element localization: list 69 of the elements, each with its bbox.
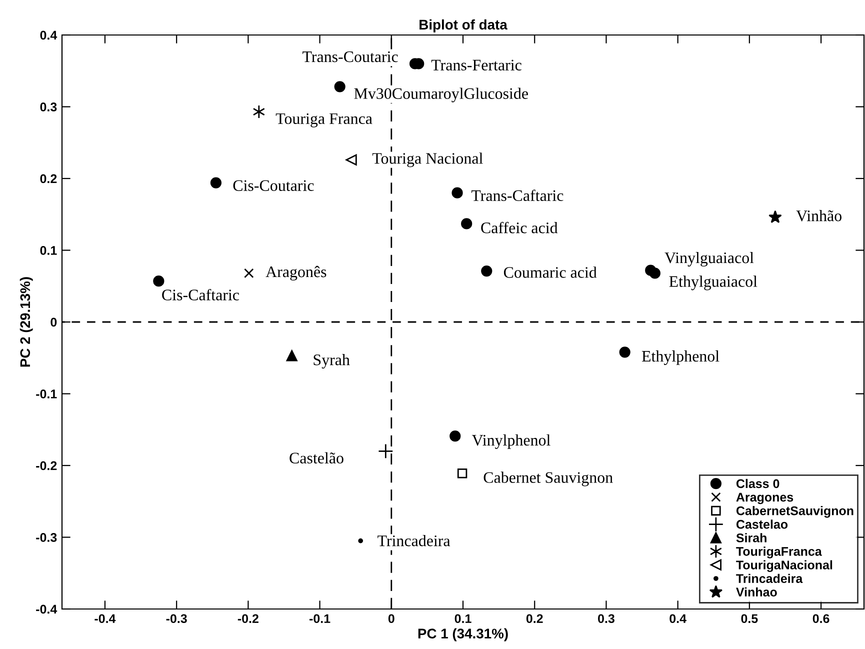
legend-label: Aragones — [736, 492, 794, 504]
chart-title: Biplot of data — [420, 19, 508, 32]
point — [619, 346, 630, 358]
annotation: Aragonês — [266, 266, 326, 280]
annotation: Ethylguaiacol — [669, 276, 758, 290]
point — [768, 210, 782, 223]
annotation: Cis-Caftaric — [162, 288, 240, 300]
y-tick-label: 0.4 — [40, 30, 58, 40]
x-tick-label: 0.1 — [454, 614, 472, 624]
point — [244, 268, 254, 278]
x-tick-label: -0.4 — [94, 614, 116, 624]
point — [481, 266, 492, 277]
annotation: Trans-Coutaric — [302, 51, 398, 62]
annotation: Syrah — [314, 354, 350, 369]
point — [210, 177, 222, 188]
point — [457, 468, 468, 478]
point — [461, 218, 472, 230]
annotation: Touriga Nacional — [372, 152, 483, 168]
annotation: Trincadeira — [378, 534, 450, 546]
annotation: Caffeic acid — [481, 222, 558, 234]
annotation: Touriga Franca — [276, 113, 372, 128]
x-tick-label: 0.3 — [598, 614, 614, 624]
point — [346, 154, 357, 166]
annotation: Trans-Caftaric — [471, 190, 564, 202]
legend-label: Castelao — [736, 520, 788, 529]
x-tick-label: -0.3 — [166, 614, 187, 624]
x-tick-label: 0.6 — [812, 614, 830, 624]
point — [450, 430, 461, 442]
annotation: Cabernet Sauvignon — [484, 472, 613, 486]
point — [452, 187, 463, 198]
legend-label: Sirah — [736, 533, 766, 542]
point — [286, 350, 298, 362]
y-axis-title: PC 2 (29.13%) — [20, 277, 33, 367]
y-tick-label: 0.1 — [40, 246, 57, 255]
legend-label: TourigaNacional — [736, 560, 832, 572]
annotation: Trans-Fertaric — [431, 60, 522, 70]
point — [153, 276, 164, 287]
annotation: Coumaric acid — [504, 266, 597, 278]
y-tick-label: 0.3 — [40, 102, 57, 112]
x-tick-label: 0 — [388, 614, 394, 624]
annotation: Cis-Coutaric — [233, 180, 314, 191]
legend-label: CabernetSauvignon — [736, 506, 854, 518]
x-tick-label: 0.5 — [741, 614, 758, 624]
y-tick-label: 0.2 — [40, 174, 57, 184]
legend-label: TourigaFranca — [736, 546, 822, 558]
y-tick-label: -0.1 — [36, 390, 57, 398]
legend-label: Vinhao — [736, 587, 777, 597]
point — [334, 81, 346, 92]
annotation: Vinylphenol — [472, 434, 550, 449]
annotation: Ethylphenol — [642, 350, 720, 365]
x-axis-title: PC 1 (34.31%) — [418, 628, 508, 642]
legend-label: Trincadeira — [736, 574, 803, 583]
y-tick-label: -0.3 — [36, 533, 57, 542]
annotation: Castelão — [290, 452, 344, 464]
y-tick-label: -0.4 — [36, 604, 58, 614]
point — [378, 444, 394, 459]
point — [252, 104, 266, 119]
x-tick-label: 0.2 — [526, 614, 543, 624]
annotation: Mv30CoumaroylGlucoside — [354, 88, 528, 102]
point — [649, 268, 660, 279]
point — [358, 538, 364, 544]
x-tick-label: -0.1 — [310, 614, 330, 624]
legend-label: Class 0 — [736, 478, 780, 488]
annotation: Vinhão — [796, 210, 842, 222]
annotation: Vinylguaiacol — [664, 252, 754, 266]
y-tick-label: 0 — [50, 318, 57, 327]
x-tick-label: -0.2 — [238, 614, 258, 624]
y-tick-label: -0.2 — [36, 461, 57, 470]
x-tick-label: 0.4 — [670, 614, 686, 624]
